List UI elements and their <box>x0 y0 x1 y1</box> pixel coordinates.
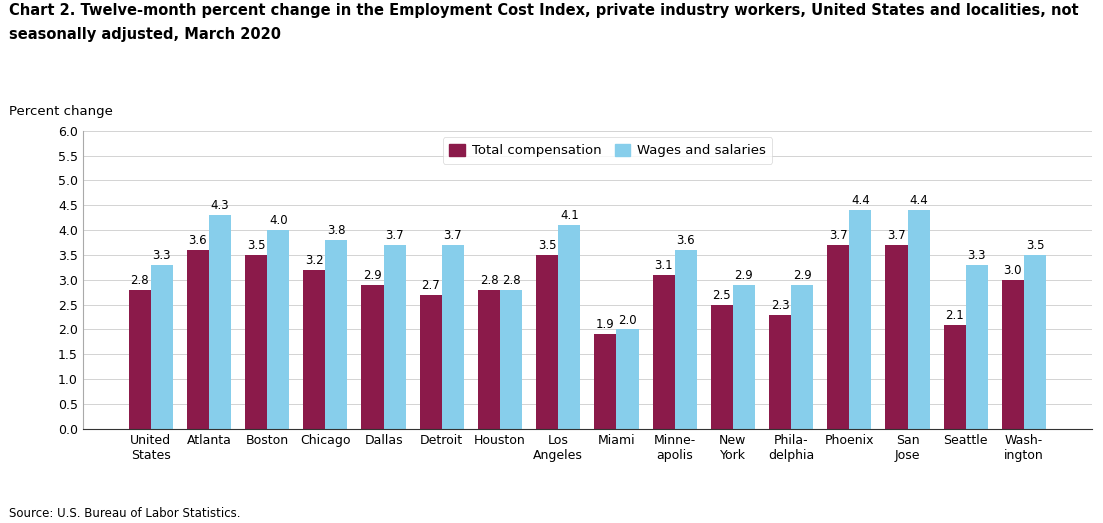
Text: 2.0: 2.0 <box>618 313 636 326</box>
Text: 3.5: 3.5 <box>1026 239 1045 252</box>
Bar <box>245 255 267 429</box>
Bar <box>710 304 732 429</box>
Text: 3.7: 3.7 <box>829 229 847 242</box>
Bar <box>1024 255 1046 429</box>
Bar <box>442 245 464 429</box>
Bar <box>500 290 522 429</box>
Text: 3.6: 3.6 <box>676 234 695 247</box>
Text: 3.2: 3.2 <box>306 254 323 267</box>
Bar <box>303 270 325 429</box>
Text: 3.7: 3.7 <box>385 229 404 242</box>
Text: seasonally adjusted, March 2020: seasonally adjusted, March 2020 <box>9 27 281 42</box>
Text: 2.9: 2.9 <box>793 269 812 282</box>
Bar <box>769 314 791 429</box>
Bar <box>536 255 558 429</box>
Text: 3.7: 3.7 <box>443 229 462 242</box>
Text: 1.9: 1.9 <box>596 319 614 332</box>
Bar <box>886 245 908 429</box>
Bar <box>653 275 675 429</box>
Bar <box>791 285 813 429</box>
Text: 3.1: 3.1 <box>654 259 673 272</box>
Text: Percent change: Percent change <box>9 105 113 118</box>
Text: 4.0: 4.0 <box>269 214 288 227</box>
Text: 2.1: 2.1 <box>945 309 964 322</box>
Text: 2.9: 2.9 <box>735 269 753 282</box>
Text: 3.5: 3.5 <box>538 239 556 252</box>
Text: 2.8: 2.8 <box>130 274 149 287</box>
Text: 2.9: 2.9 <box>363 269 382 282</box>
Text: 4.1: 4.1 <box>560 209 579 222</box>
Text: 2.5: 2.5 <box>713 289 731 302</box>
Text: 3.5: 3.5 <box>247 239 266 252</box>
Text: 3.0: 3.0 <box>1004 264 1022 277</box>
Text: 4.4: 4.4 <box>852 194 870 207</box>
Text: 3.7: 3.7 <box>887 229 906 242</box>
Bar <box>129 290 151 429</box>
Bar <box>362 285 384 429</box>
Text: 4.4: 4.4 <box>909 194 928 207</box>
Text: Chart 2. Twelve-month percent change in the Employment Cost Index, private indus: Chart 2. Twelve-month percent change in … <box>9 3 1079 18</box>
Bar <box>208 215 231 429</box>
Text: 2.7: 2.7 <box>421 279 440 292</box>
Bar <box>944 324 966 429</box>
Bar <box>675 250 697 429</box>
Bar <box>384 245 406 429</box>
Text: 2.8: 2.8 <box>502 274 521 287</box>
Bar <box>849 210 871 429</box>
Bar <box>186 250 208 429</box>
Text: 3.3: 3.3 <box>152 249 171 262</box>
Bar <box>732 285 756 429</box>
Bar <box>478 290 500 429</box>
Bar <box>827 245 849 429</box>
Bar <box>151 265 173 429</box>
Legend: Total compensation, Wages and salaries: Total compensation, Wages and salaries <box>442 138 772 164</box>
Text: 3.8: 3.8 <box>328 224 345 237</box>
Text: 4.3: 4.3 <box>211 199 229 212</box>
Text: Source: U.S. Bureau of Labor Statistics.: Source: U.S. Bureau of Labor Statistics. <box>9 507 240 520</box>
Bar <box>595 335 617 429</box>
Bar <box>1002 280 1024 429</box>
Bar <box>267 230 289 429</box>
Text: 3.3: 3.3 <box>967 249 986 262</box>
Bar <box>419 294 442 429</box>
Bar <box>617 329 639 429</box>
Text: 2.3: 2.3 <box>771 299 790 312</box>
Bar <box>558 225 580 429</box>
Bar <box>325 240 347 429</box>
Text: 3.6: 3.6 <box>189 234 207 247</box>
Bar <box>908 210 930 429</box>
Text: 2.8: 2.8 <box>480 274 499 287</box>
Bar <box>966 265 988 429</box>
